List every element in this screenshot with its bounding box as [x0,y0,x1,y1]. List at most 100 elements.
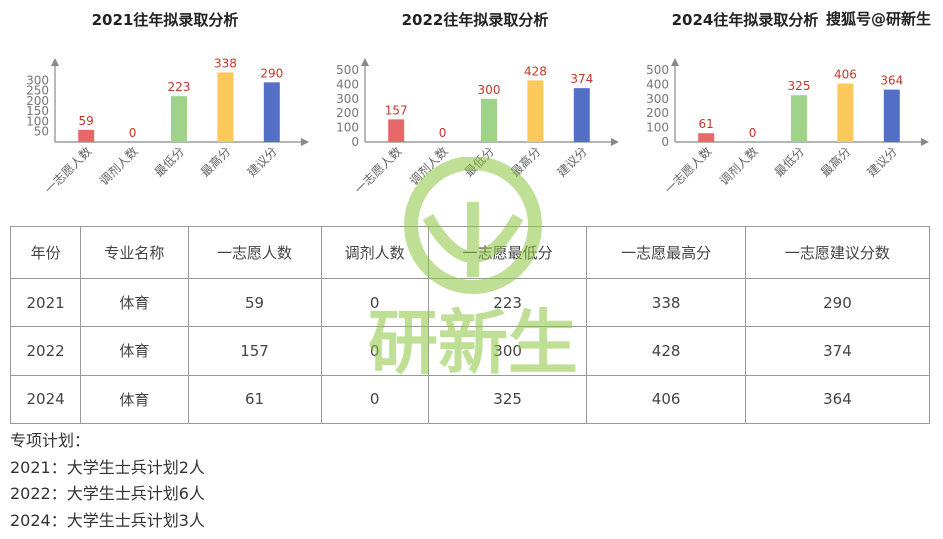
x-tick-label: 最高分 [197,144,233,180]
bar-value-label: 406 [834,68,857,82]
header-cell: 调剂人数 [320,226,429,279]
bar-value-label: 364 [880,74,903,88]
table-cell: 体育 [80,374,189,425]
table-row: 2021 体育 59 0 223 338 290 [9,277,931,328]
y-tick-label: 200 [336,106,359,120]
table-cell: 61 [187,374,322,425]
bar [171,96,187,142]
bar [883,89,900,142]
x-tick-label: 一志愿人数 [351,144,404,197]
x-axis-arrow-icon [301,138,309,146]
chart-2021: 2021往年拟录取分析 50 100 150 200 250 300 59 一志愿人数 0 调剂人… [15,0,315,210]
y-tick-label: 400 [646,77,669,91]
chart-2022: 2022往年拟录取分析 0 100 200 300 400 500 157 一志愿人数 0 调剂人… [325,0,625,210]
table-cell: 290 [744,277,931,328]
y-tick-label: 100 [646,121,669,135]
y-tick-label: 400 [336,77,359,91]
y-tick-label: 0 [351,135,359,149]
y-tick-label: 200 [646,106,669,120]
x-tick-label: 最低分 [152,144,187,179]
bar [698,133,715,142]
table-row: 2022 体育 157 0 300 428 374 [9,326,931,376]
header-cell: 年份 [9,226,82,279]
chart-svg: 010020030040050061一志愿人数0调剂人数325最低分406最高分… [646,58,929,197]
table-cell: 428 [586,326,746,376]
bar [573,88,590,142]
table-cell: 300 [427,326,588,376]
bar-value-label: 0 [749,126,757,140]
x-tick-label: 建议分 [245,144,280,179]
watermark: 搜狐号@研新生 [825,10,931,28]
header-cell: 专业名称 [80,226,189,279]
header-cell: 一志愿建议分数 [744,226,931,279]
y-tick-label: 100 [336,121,359,135]
table-cell: 374 [744,326,931,376]
y-tick-label: 500 [646,63,669,77]
y-tick-label: 500 [336,63,359,77]
bar-value-label: 0 [129,126,137,140]
y-tick-label: 250 [26,84,49,98]
x-axis-arrow-icon [921,138,929,146]
bar-value-label: 157 [385,103,408,117]
chart-title: 2024往年拟录取分析 [671,11,819,29]
bar-value-label: 374 [570,72,593,86]
table-cell: 364 [744,374,931,425]
bar-value-label: 0 [439,126,447,140]
bar [481,98,497,142]
x-tick-label: 建议分 [865,144,900,179]
table-cell: 338 [586,277,746,328]
table-cell: 2021 [9,277,82,328]
y-tick-label: 0 [661,135,669,149]
admission-table: 年份 专业名称 一志愿人数 调剂人数 一志愿最低分 一志愿最高分 一志愿建议分数… [9,226,931,425]
table-header-row: 年份 专业名称 一志愿人数 调剂人数 一志愿最低分 一志愿最高分 一志愿建议分数 [9,226,931,279]
notes-line: 2022：大学生士兵计划6人 [10,484,205,503]
x-tick-label: 最低分 [462,144,497,179]
header-cell: 一志愿最低分 [427,226,588,279]
table-cell: 0 [320,374,429,425]
bar [791,95,807,142]
table-cell: 59 [187,277,322,328]
table-cell: 223 [427,277,588,328]
y-tick-label: 150 [26,104,49,118]
x-tick-label: 一志愿人数 [41,144,94,197]
bar [527,80,544,142]
bar [78,129,95,142]
bar-value-label: 290 [260,66,283,80]
notes-line: 2021：大学生士兵计划2人 [10,457,205,477]
y-axis-arrow-icon [671,58,679,66]
table-cell: 体育 [80,277,189,328]
special-plan-notes: 专项计划： 2021：大学生士兵计划2人 2022：大学生士兵计划6人 2024… [10,428,205,534]
notes-line: 2024：大学生士兵计划3人 [10,510,205,530]
x-tick-label: 最高分 [507,144,543,180]
y-axis-arrow-icon [51,58,59,66]
y-tick-label: 300 [26,73,49,87]
y-tick-label: 100 [26,114,49,128]
y-tick-label: 200 [26,94,49,108]
y-axis-arrow-icon [361,58,369,66]
table-cell: 157 [187,326,322,376]
x-tick-label: 调剂人数 [406,144,451,189]
bar [263,82,280,142]
bar-value-label: 61 [699,117,714,131]
table-cell: 406 [586,374,746,425]
x-tick-label: 最高分 [817,144,853,180]
table-cell: 2022 [9,326,82,376]
table-cell: 体育 [80,326,189,376]
table-cell: 0 [320,326,429,376]
header-cell: 一志愿人数 [187,226,322,279]
bar-value-label: 325 [788,79,811,93]
table-cell: 2024 [9,374,82,425]
notes-title: 专项计划： [10,431,91,450]
chart-title: 2022往年拟录取分析 [401,11,549,29]
table-row: 2024 体育 61 0 325 406 364 [9,374,931,425]
chart-title: 2021往年拟录取分析 [91,11,239,29]
chart-svg: 0100200300400500157一志愿人数0调剂人数300最低分428最高… [336,58,619,197]
y-tick-label: 50 [34,125,49,139]
bar [217,72,234,142]
x-tick-label: 最低分 [772,144,807,179]
bar-value-label: 428 [524,64,547,78]
table-cell: 325 [427,374,588,425]
y-tick-label: 300 [336,92,359,106]
x-tick-label: 一志愿人数 [661,144,714,197]
